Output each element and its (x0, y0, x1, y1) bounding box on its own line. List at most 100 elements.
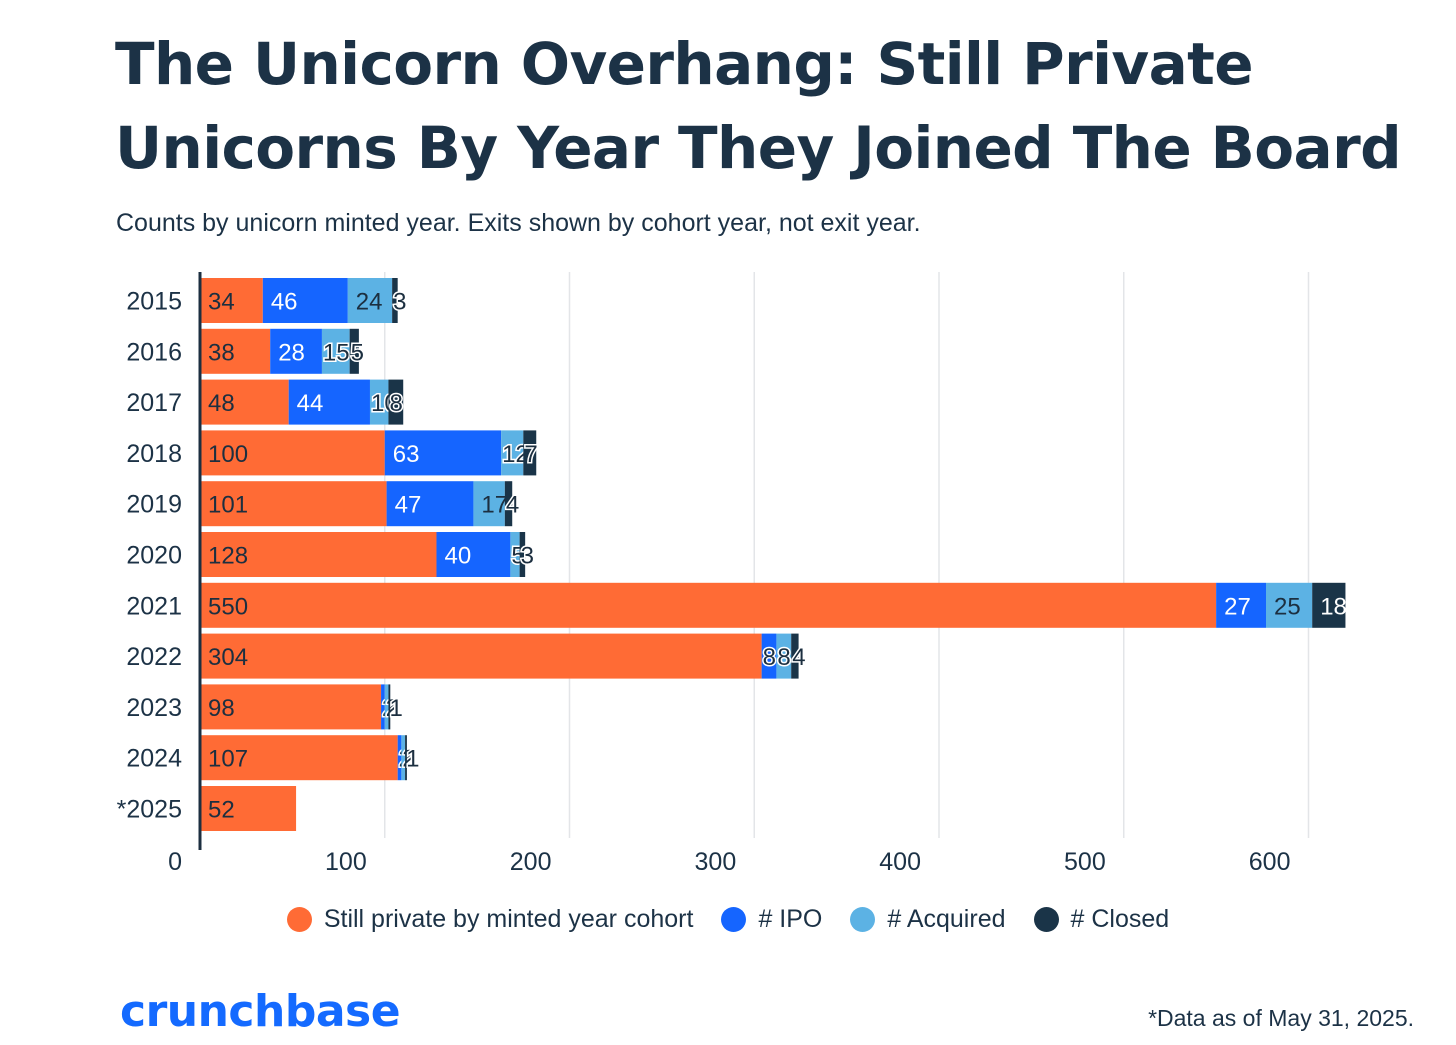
category-label: 2019 (126, 491, 182, 519)
category-label: 2020 (126, 542, 182, 570)
legend-item-acquired: # Acquired (850, 905, 1006, 934)
bar-segment (761, 633, 777, 679)
data-label: 8 (763, 644, 776, 671)
data-footnote: *Data as of May 31, 2025. (1148, 1005, 1414, 1031)
data-label: 8 (777, 644, 790, 671)
bar-segment (401, 735, 406, 781)
data-label: 128 (208, 543, 248, 570)
legend-dot-icon (286, 907, 312, 932)
x-tick-label: 100 (325, 848, 367, 876)
bar-segment (200, 278, 263, 323)
legend: Still private by minted year cohort # IP… (0, 905, 1456, 934)
x-tick-label: 200 (510, 848, 552, 876)
bar-segment (270, 328, 322, 374)
bar-segment (436, 532, 511, 577)
legend-item-still-private: Still private by minted year cohort (286, 905, 694, 934)
data-label: 18 (1320, 593, 1347, 620)
bar-segment (200, 633, 762, 679)
data-label: 4 (506, 492, 519, 519)
bar-segment (200, 379, 289, 425)
data-label: 8 (389, 390, 402, 417)
bar-segment (347, 278, 393, 323)
x-tick-label: 0 (168, 848, 182, 876)
data-label: 3 (521, 543, 534, 570)
data-label: 24 (356, 289, 383, 316)
data-label: 7 (524, 441, 537, 468)
category-label: 2024 (126, 745, 182, 773)
bar-segment (791, 633, 799, 679)
bar-segment (262, 278, 348, 323)
bar-segment (776, 633, 792, 679)
bar-segment (200, 582, 1217, 628)
x-tick-labels: 0 100 200 300 400 500 600 (168, 848, 1290, 876)
data-label: 1 (389, 695, 402, 722)
data-label: 5 (351, 339, 364, 366)
data-label: 107 (208, 746, 248, 773)
data-label: 98 (208, 695, 235, 722)
bar-segment (1216, 582, 1267, 628)
bar-segment (200, 684, 382, 730)
data-label: 38 (208, 339, 235, 366)
bar-segment (510, 532, 520, 577)
legend-item-closed: # Closed (1033, 905, 1170, 934)
bar-segment (349, 328, 359, 374)
data-label: 15 (323, 339, 350, 366)
bar-segment (384, 684, 389, 730)
data-label: 27 (1224, 593, 1251, 620)
bar-segment (288, 379, 370, 425)
bar-segment (473, 481, 505, 527)
legend-dot-icon (1033, 907, 1059, 932)
bar-segment (388, 684, 391, 730)
bar-segment (504, 481, 513, 527)
chart-title: The Unicorn Overhang: Still Private Unic… (115, 30, 1402, 182)
data-label: 304 (208, 644, 248, 671)
bar-segment (405, 735, 407, 781)
bar-segment (397, 735, 402, 781)
data-label: 4 (792, 644, 805, 671)
data-label: 100 (208, 441, 248, 468)
category-label: 2023 (126, 694, 182, 722)
chart-subtitle: Counts by unicorn minted year. Exits sho… (116, 209, 921, 237)
data-label: 48 (208, 390, 235, 417)
legend-item-ipo: # IPO (721, 905, 822, 934)
bar-segment (392, 278, 398, 323)
legend-dot-icon (850, 907, 876, 932)
x-tick-label: 600 (1249, 848, 1291, 876)
category-label: *2025 (117, 796, 182, 824)
data-label: 101 (208, 492, 248, 519)
bar-segment (200, 481, 387, 527)
data-label: 47 (395, 492, 422, 519)
data-label: 3 (393, 289, 406, 316)
category-label: 2018 (126, 440, 182, 468)
bar-segment (523, 430, 537, 476)
bar-segment (1312, 582, 1346, 628)
data-label: 63 (393, 441, 420, 468)
x-tick-label: 300 (695, 848, 737, 876)
category-label: 2021 (126, 592, 182, 620)
legend-label: # Acquired (887, 905, 1006, 933)
bar-segment (200, 328, 271, 374)
bar-segment (519, 532, 526, 577)
legend-label: # Closed (1070, 905, 1170, 933)
data-label: 17 (481, 492, 508, 519)
x-tick-label: 400 (879, 848, 921, 876)
bar-segment (388, 379, 404, 425)
bar-segment (384, 430, 502, 476)
data-label: 28 (278, 339, 305, 366)
data-label: 550 (208, 593, 248, 620)
bar-segment (381, 684, 385, 730)
legend-label: Still private by minted year cohort (323, 905, 694, 933)
data-label: 52 (208, 797, 235, 824)
category-label: 2017 (126, 389, 182, 417)
category-label: 2022 (126, 643, 182, 671)
crunchbase-logo: crunchbase (120, 986, 401, 1037)
bar-segment (200, 786, 297, 831)
bar-segment (200, 735, 398, 781)
bar-segment (321, 328, 350, 374)
legend-dot-icon (721, 907, 747, 932)
bar-segment (501, 430, 524, 476)
x-tick-label: 500 (1064, 848, 1106, 876)
category-label: 2016 (126, 338, 182, 366)
